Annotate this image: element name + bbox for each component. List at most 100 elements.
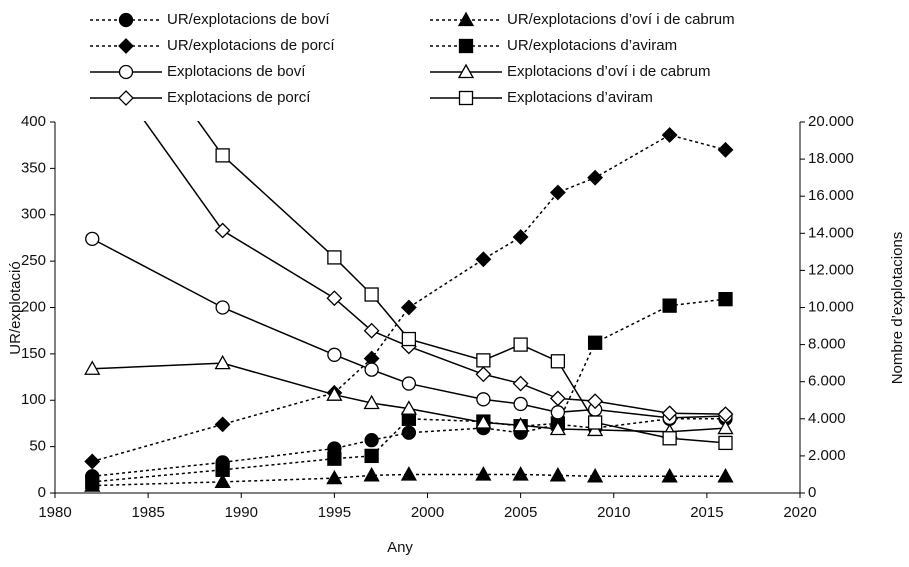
y-tick-label: 50 <box>29 438 46 455</box>
marker <box>214 222 231 239</box>
marker <box>400 400 417 415</box>
marker <box>457 11 475 27</box>
legend-label: Explotacions d’oví i de cabrum <box>507 63 710 80</box>
y2-tick-label: 10.000 <box>808 298 854 315</box>
marker <box>661 127 678 143</box>
marker <box>118 38 134 54</box>
marker <box>512 375 529 392</box>
x-tick-label: 2000 <box>411 504 444 521</box>
legend-label: UR/explotacions de porcí <box>167 37 335 54</box>
legend-item: UR/explotacions d’oví i de cabrum <box>430 11 735 28</box>
marker <box>363 394 380 410</box>
x-tick-label: 1995 <box>318 504 351 521</box>
marker <box>550 354 566 369</box>
marker <box>85 474 100 490</box>
y-tick-label: 300 <box>21 206 46 223</box>
legend-item: Explotacions d’aviram <box>430 89 653 106</box>
marker <box>118 90 134 106</box>
marker <box>364 448 379 464</box>
marker <box>326 290 343 307</box>
y2-axis-label: Nombre d’explotacions <box>889 232 906 385</box>
y2-tick-label: 12.000 <box>808 261 854 278</box>
marker <box>549 184 566 201</box>
y2-tick-label: 14.000 <box>808 224 854 241</box>
marker <box>475 466 492 481</box>
marker <box>587 169 604 186</box>
legend-label: UR/explotacions d’oví i de cabrum <box>507 11 735 28</box>
marker <box>327 250 342 265</box>
marker <box>118 12 134 28</box>
marker <box>364 362 379 377</box>
marker <box>549 420 566 436</box>
marker <box>475 366 492 383</box>
x-tick-label: 1980 <box>38 504 71 521</box>
legend-label: Explotacions d’aviram <box>507 89 653 106</box>
marker <box>662 298 677 313</box>
marker <box>85 41 99 55</box>
marker <box>401 331 417 347</box>
marker <box>718 435 733 451</box>
y-tick-label: 0 <box>38 484 46 501</box>
x-tick-label: 1990 <box>225 504 258 521</box>
series-line <box>91 238 726 419</box>
marker <box>363 467 380 482</box>
x-axis-label: Any <box>387 539 413 556</box>
legend-item: UR/explotacions d’aviram <box>430 37 677 54</box>
marker <box>513 337 528 352</box>
y2-tick-label: 16.000 <box>808 187 854 204</box>
marker <box>587 393 604 410</box>
marker <box>118 64 134 80</box>
y-tick-label: 250 <box>21 252 46 269</box>
legend-label: Explotacions de boví <box>167 63 306 80</box>
y-tick-label: 400 <box>21 113 46 130</box>
series-line <box>92 418 726 478</box>
marker <box>400 299 417 316</box>
marker <box>85 231 100 247</box>
marker <box>214 416 231 433</box>
marker <box>215 148 230 163</box>
marker <box>718 292 733 307</box>
x-tick-label: 1985 <box>131 504 164 521</box>
marker <box>661 405 678 422</box>
marker <box>327 451 342 466</box>
marker <box>550 405 566 420</box>
marker <box>549 390 566 407</box>
marker <box>84 453 101 470</box>
y2-tick-label: 4.000 <box>808 410 846 427</box>
y-tick-label: 350 <box>21 159 46 176</box>
marker <box>512 229 529 245</box>
legend-item: Explotacions de porcí <box>90 89 311 106</box>
y2-tick-label: 6.000 <box>808 373 846 390</box>
marker <box>513 396 528 412</box>
y-tick-label: 200 <box>21 298 46 315</box>
marker <box>587 467 604 483</box>
marker <box>549 467 566 482</box>
y2-tick-label: 0 <box>808 484 816 501</box>
marker <box>475 414 492 429</box>
legend-item: Explotacions d’oví i de cabrum <box>430 63 710 80</box>
marker <box>587 415 603 430</box>
y2-tick-label: 18.000 <box>808 150 854 167</box>
series-line <box>92 134 726 463</box>
marker <box>717 467 734 483</box>
marker <box>215 462 230 477</box>
marker <box>326 386 343 401</box>
y-tick-label: 100 <box>21 391 46 408</box>
marker <box>214 473 231 489</box>
marker <box>400 466 417 481</box>
x-tick-label: 2005 <box>504 504 537 521</box>
legend-item: Explotacions de boví <box>90 63 306 80</box>
marker <box>476 353 491 368</box>
marker <box>401 425 417 440</box>
marker <box>475 251 492 268</box>
legend-label: UR/explotacions de boví <box>167 11 330 28</box>
legend-label: UR/explotacions d’aviram <box>507 37 677 54</box>
marker <box>327 347 342 362</box>
marker <box>717 406 734 423</box>
legend-item: UR/explotacions de boví <box>90 11 330 28</box>
x-tick-label: 2015 <box>690 504 723 521</box>
legend-label: Explotacions de porcí <box>167 89 311 106</box>
marker <box>84 360 101 375</box>
y2-tick-label: 20.000 <box>808 113 854 130</box>
